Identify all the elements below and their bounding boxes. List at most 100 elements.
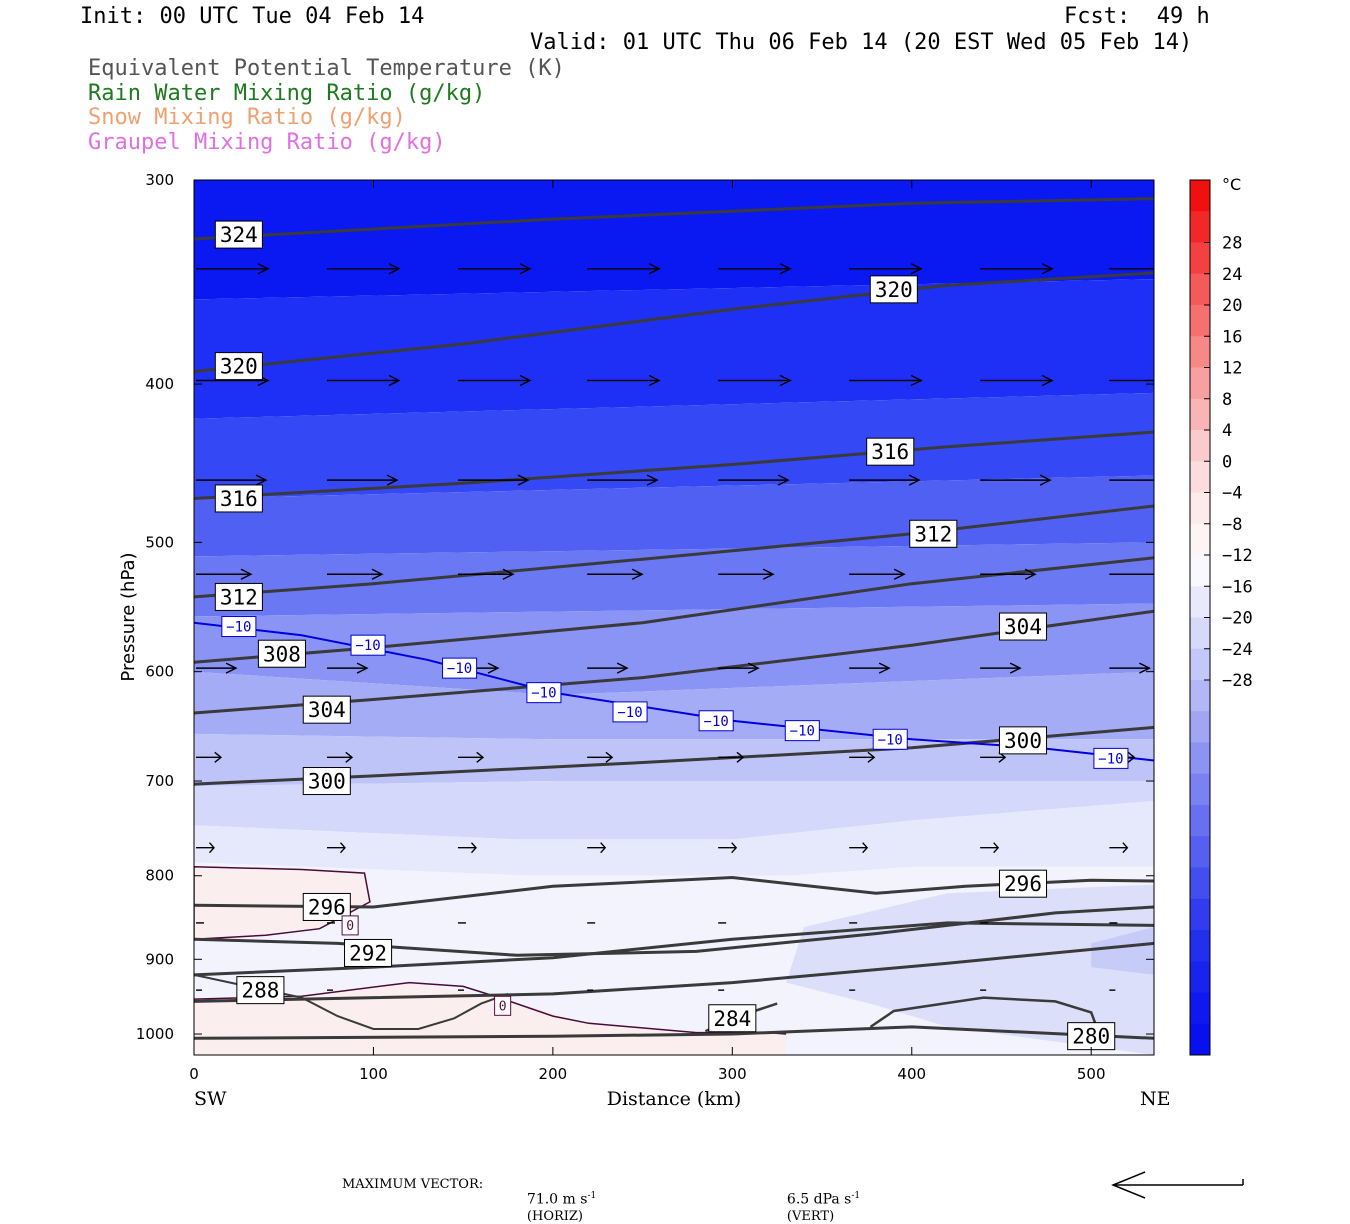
colorbar-label: 16	[1222, 327, 1242, 347]
theta-e-label: 320	[869, 275, 918, 304]
wind-vector-head	[519, 374, 532, 387]
wind-vector-head	[519, 263, 532, 275]
theta-e-label: 300	[998, 726, 1048, 755]
svg-text:320: 320	[875, 278, 913, 302]
colorbar-swatch	[1190, 961, 1210, 993]
svg-text:0: 0	[499, 999, 507, 1014]
x-tick-label: 300	[718, 1065, 747, 1083]
wind-vector-head	[487, 662, 500, 674]
colorbar-swatch	[1190, 898, 1210, 931]
horiz-unit: (HORIZ)	[526, 1208, 584, 1224]
colorbar-label: −12	[1222, 546, 1253, 566]
wind-vector-head	[648, 374, 661, 387]
svg-text:312: 312	[914, 522, 952, 546]
colorbar-swatch	[1190, 242, 1210, 275]
colorbar-unit: °C	[1222, 175, 1241, 194]
wind-vector-head	[388, 263, 401, 275]
svg-text:304: 304	[1004, 615, 1042, 639]
wind-vector-head	[910, 374, 923, 387]
colorbar-swatch	[1190, 930, 1210, 962]
wind-vector-head	[993, 842, 1000, 854]
svg-text:280: 280	[1072, 1025, 1110, 1049]
colorbar-swatch	[1190, 992, 1210, 1025]
theta-e-contour	[194, 197, 1154, 241]
theta-e-contours	[194, 197, 1154, 1040]
theta-e-contour	[194, 430, 1154, 500]
wind-vector-head	[214, 751, 223, 763]
wind-vector-head	[1009, 662, 1022, 674]
x-tick-label: 400	[897, 1065, 926, 1083]
ne-label: NE	[1140, 1088, 1171, 1110]
y-tick-label: 800	[145, 867, 174, 885]
minus10-label: −10	[872, 728, 908, 750]
colorbar-swatch	[1190, 867, 1210, 900]
wind-vector-head	[1169, 475, 1179, 485]
y-axis-label: Pressure (hPa)	[118, 552, 139, 681]
svg-text:312: 312	[220, 586, 258, 610]
horiz-exp: -1	[587, 1191, 597, 1201]
wind-vector-head	[255, 474, 268, 486]
wind-vector-head	[908, 474, 921, 486]
minus10-label: −10	[698, 710, 734, 732]
colorbar-swatch	[1190, 180, 1210, 212]
theta-e-label: 316	[214, 484, 263, 513]
svg-text:−10: −10	[355, 638, 380, 654]
wind-vector-head	[371, 568, 384, 580]
colorbar-swatch	[1190, 648, 1210, 681]
theta-e-label: 288	[236, 976, 285, 1005]
colorbar-label: 12	[1222, 359, 1242, 379]
wind-vector-head	[517, 474, 530, 486]
svg-text:296: 296	[308, 896, 346, 920]
colorbar-swatch	[1190, 273, 1210, 306]
theta-e-contour	[194, 941, 1154, 1003]
theta-e-contour	[194, 875, 1154, 909]
colorbar-swatch	[1190, 523, 1210, 556]
init-time: Init: 00 UTC Tue 04 Feb 14	[80, 4, 425, 29]
minus10-label: −10	[612, 701, 648, 723]
y-tick-label: 700	[145, 772, 174, 790]
x-tick-label: 100	[359, 1065, 388, 1083]
wind-vector-head	[605, 751, 614, 763]
colorbar-label: −20	[1222, 609, 1253, 629]
field-label-theta-e: Equivalent Potential Temperature (K)	[88, 56, 565, 81]
colorbar-swatch	[1190, 492, 1210, 525]
svg-text:−10: −10	[226, 620, 251, 636]
theta-e-contour	[194, 556, 1154, 664]
wind-vector-head	[1039, 474, 1052, 486]
y-tick-label: 500	[145, 533, 174, 551]
y-tick-label: 900	[145, 950, 174, 968]
svg-text:304: 304	[308, 698, 346, 722]
wind-vector-head	[736, 751, 745, 763]
svg-text:320: 320	[220, 355, 258, 379]
field-label-rain: Rain Water Mixing Ratio (g/kg)	[88, 81, 486, 106]
colorbar-swatch	[1190, 773, 1210, 806]
wind-vector-head	[779, 374, 792, 387]
axes: 300 400 500 600 700 800 900 1000 0 100 200 300 400 50…	[118, 171, 1171, 1110]
y-tick-label: 400	[145, 375, 174, 393]
svg-text:316: 316	[871, 440, 909, 464]
wind-vector-head	[616, 662, 629, 674]
svg-text:296: 296	[1004, 872, 1042, 896]
temp-band	[194, 801, 1154, 876]
theta-e-label: 280	[1067, 1022, 1116, 1051]
wind-vector-head	[1041, 263, 1054, 275]
wind-vector-head	[893, 568, 906, 580]
wind-vector-head	[1127, 751, 1136, 763]
theta-e-contour	[194, 271, 1154, 373]
svg-text:288: 288	[241, 979, 279, 1003]
x-tick-label: 500	[1077, 1065, 1106, 1083]
plot-frame	[193, 179, 1155, 1056]
colorbar-label: −24	[1222, 640, 1253, 660]
colorbar-swatch	[1190, 711, 1210, 743]
minus10-label: −10	[1093, 747, 1129, 769]
zero-label: 0	[494, 995, 512, 1016]
wind-vector-head	[648, 263, 661, 275]
theta-e-label: 308	[257, 639, 306, 668]
wind-vector-head	[208, 842, 215, 854]
y-tick-label: 1000	[136, 1025, 174, 1043]
colorbar-swatch	[1190, 398, 1210, 431]
svg-text:−10: −10	[531, 686, 556, 702]
wind-vector-head	[1024, 568, 1037, 580]
colorbar-swatch	[1190, 555, 1210, 587]
colorbar-swatch	[1190, 461, 1210, 493]
